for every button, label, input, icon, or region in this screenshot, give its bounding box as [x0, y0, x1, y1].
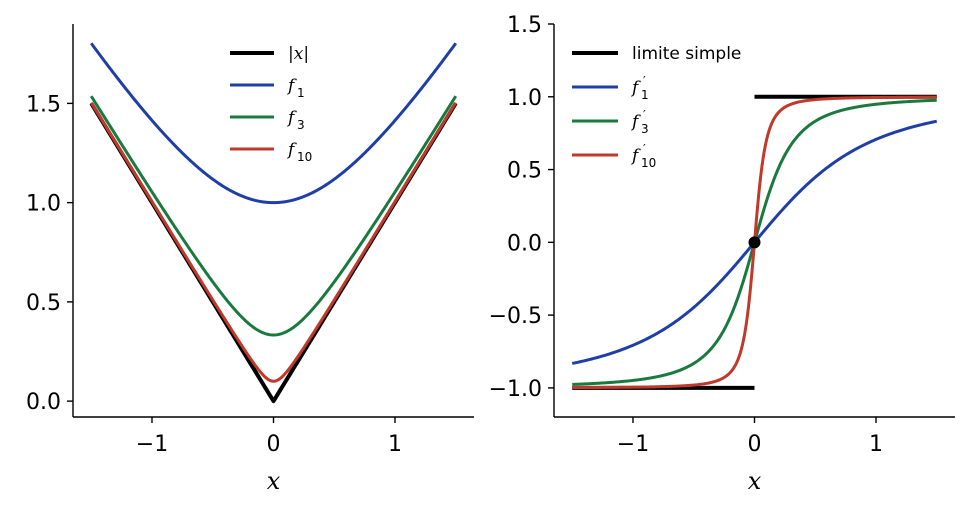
- legend-label: f: [630, 112, 641, 132]
- legend-prime: ′: [643, 108, 646, 122]
- legend-label: f: [286, 76, 297, 96]
- y-tick-label: −1.0: [489, 377, 542, 402]
- x-tick-label: 0: [267, 432, 281, 457]
- left-chart-panel: −1 0 10.00.51.01.5x|x|f 1f 3f 10: [26, 24, 474, 495]
- legend: |x|f 1f 3f 10: [230, 44, 312, 164]
- x-tick-label: −1: [136, 432, 168, 457]
- legend-subscript: 10: [297, 150, 312, 164]
- legend-label: f: [630, 146, 641, 166]
- legend-prime: ′: [643, 74, 646, 88]
- series-line-1: [90, 42, 457, 205]
- x-tick-label: −1: [617, 432, 649, 457]
- y-tick-label: 0.0: [26, 390, 61, 415]
- y-tick-label: 1.5: [26, 92, 61, 117]
- legend-label: limite simple: [632, 44, 741, 64]
- series-line-3: [89, 101, 458, 383]
- x-tick-label: 0: [748, 432, 762, 457]
- data-point-0: [748, 236, 761, 249]
- legend-subscript: 3: [297, 118, 305, 132]
- y-tick-label: 0.5: [26, 291, 61, 316]
- x-tick-label: 1: [388, 432, 402, 457]
- y-tick-label: −0.5: [489, 304, 542, 329]
- y-tick-label: 0.0: [507, 231, 542, 256]
- x-axis-label: x: [267, 467, 281, 495]
- legend-subscript: 10: [641, 156, 656, 170]
- legend-label: f: [286, 108, 297, 128]
- legend-label: f: [630, 78, 641, 98]
- legend-label: f: [286, 140, 297, 160]
- y-tick-label: 0.5: [507, 159, 542, 184]
- y-tick-label: 1.0: [507, 86, 542, 111]
- legend-label: |x|: [288, 44, 309, 64]
- legend-subscript: 1: [297, 86, 305, 100]
- legend-subscript: 1: [641, 88, 649, 102]
- series-line-2: [89, 95, 458, 337]
- legend-prime: ′: [643, 142, 646, 156]
- x-axis-label: x: [748, 467, 762, 495]
- x-tick-label: 1: [869, 432, 883, 457]
- y-tick-label: 1.0: [26, 192, 61, 217]
- y-tick-label: 1.5: [507, 13, 542, 38]
- legend-subscript: 3: [641, 122, 649, 136]
